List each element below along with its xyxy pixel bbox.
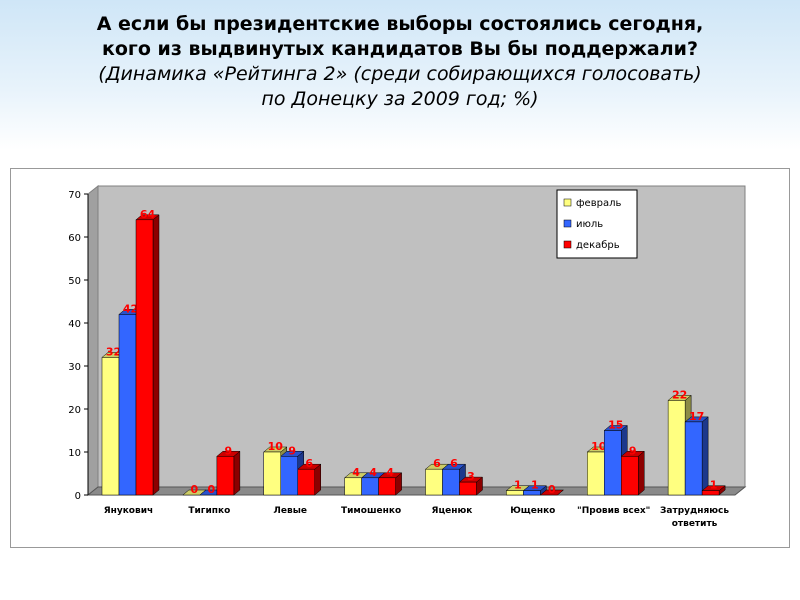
bar: [459, 481, 477, 496]
x-tick-label: Левые: [273, 506, 307, 516]
bar: [684, 421, 703, 496]
x-tick-label: Яценюк: [431, 506, 473, 516]
bar: [587, 451, 605, 496]
back-wall: [97, 185, 746, 488]
x-tick-label: "Провив всех": [577, 506, 651, 516]
value-label: 6: [305, 457, 313, 470]
bar: [523, 490, 541, 496]
value-label: 1: [514, 479, 522, 492]
x-tick-label: Тимошенко: [340, 506, 402, 516]
bar: [701, 490, 720, 496]
value-label: 0: [208, 483, 216, 496]
legend-label: декабрь: [576, 240, 620, 251]
value-label: 1: [531, 479, 539, 492]
title-line: А если бы президентские выборы состоялис…: [96, 13, 704, 35]
value-label: 3: [467, 470, 475, 483]
bar: [361, 477, 379, 496]
value-label: 22: [672, 388, 687, 401]
bar: [442, 468, 460, 496]
legend-swatch: [563, 240, 572, 249]
y-tick-label: 40: [68, 319, 81, 330]
title-line: (Динамика «Рейтинга 2» (среди собирающих…: [98, 63, 702, 85]
bar: [378, 477, 396, 496]
value-label: 10: [268, 440, 284, 453]
title-line: по Донецку за 2009 год; %): [261, 88, 539, 110]
bar-side: [152, 214, 160, 496]
value-label: 9: [288, 444, 296, 457]
y-tick-label: 70: [68, 190, 81, 201]
legend-swatch: [563, 219, 572, 228]
bar: [263, 451, 281, 496]
y-tick-label: 10: [68, 448, 81, 459]
bar-side: [701, 416, 709, 496]
y-tick-label: 0: [75, 491, 81, 502]
value-label: 6: [433, 457, 441, 470]
side-wall: [87, 184, 99, 497]
bar: [344, 477, 362, 496]
x-tick-label: Затрудняюсь ответить: [660, 506, 730, 529]
bar: [621, 456, 639, 496]
value-label: 4: [386, 466, 394, 479]
bar: [425, 468, 443, 496]
y-tick-label: 30: [68, 362, 81, 373]
value-label: 4: [369, 466, 377, 479]
bar: [297, 468, 315, 496]
value-label: 32: [106, 345, 121, 358]
legend-label: февраль: [576, 198, 621, 209]
x-tick-label: Ющенко: [510, 506, 556, 516]
x-tick-label: Тигипко: [188, 506, 231, 516]
value-label: 0: [191, 483, 199, 496]
y-tick-label: 50: [68, 276, 81, 287]
value-label: 0: [548, 483, 556, 496]
legend-swatch: [563, 198, 572, 207]
bar: [118, 314, 137, 496]
bar: [216, 456, 235, 496]
value-label: 1: [710, 479, 718, 492]
value-label: 6: [450, 457, 458, 470]
value-label: 17: [689, 410, 704, 423]
bar: [101, 357, 120, 496]
value-label: 9: [629, 444, 637, 457]
bar-side: [233, 450, 241, 496]
legend-label: июль: [576, 219, 603, 230]
value-label: 64: [140, 208, 156, 221]
value-label: 9: [225, 444, 233, 457]
title: А если бы президентские выборы состоялис…: [0, 12, 800, 112]
bar: [280, 456, 298, 496]
y-tick-label: 20: [68, 405, 81, 416]
bar: [667, 400, 686, 496]
value-label: 42: [123, 302, 138, 315]
value-label: 4: [352, 466, 360, 479]
bar-side: [314, 463, 321, 496]
x-tick-label: Янукович: [103, 506, 154, 516]
title-line: кого из выдвинутых кандидатов Вы бы подд…: [101, 38, 699, 60]
bar-top: [539, 489, 565, 496]
bar: [135, 219, 154, 496]
value-label: 10: [591, 440, 607, 453]
bar-side: [638, 450, 645, 496]
y-tick-label: 60: [68, 233, 81, 244]
bar: [604, 430, 622, 496]
value-label: 15: [608, 419, 623, 432]
